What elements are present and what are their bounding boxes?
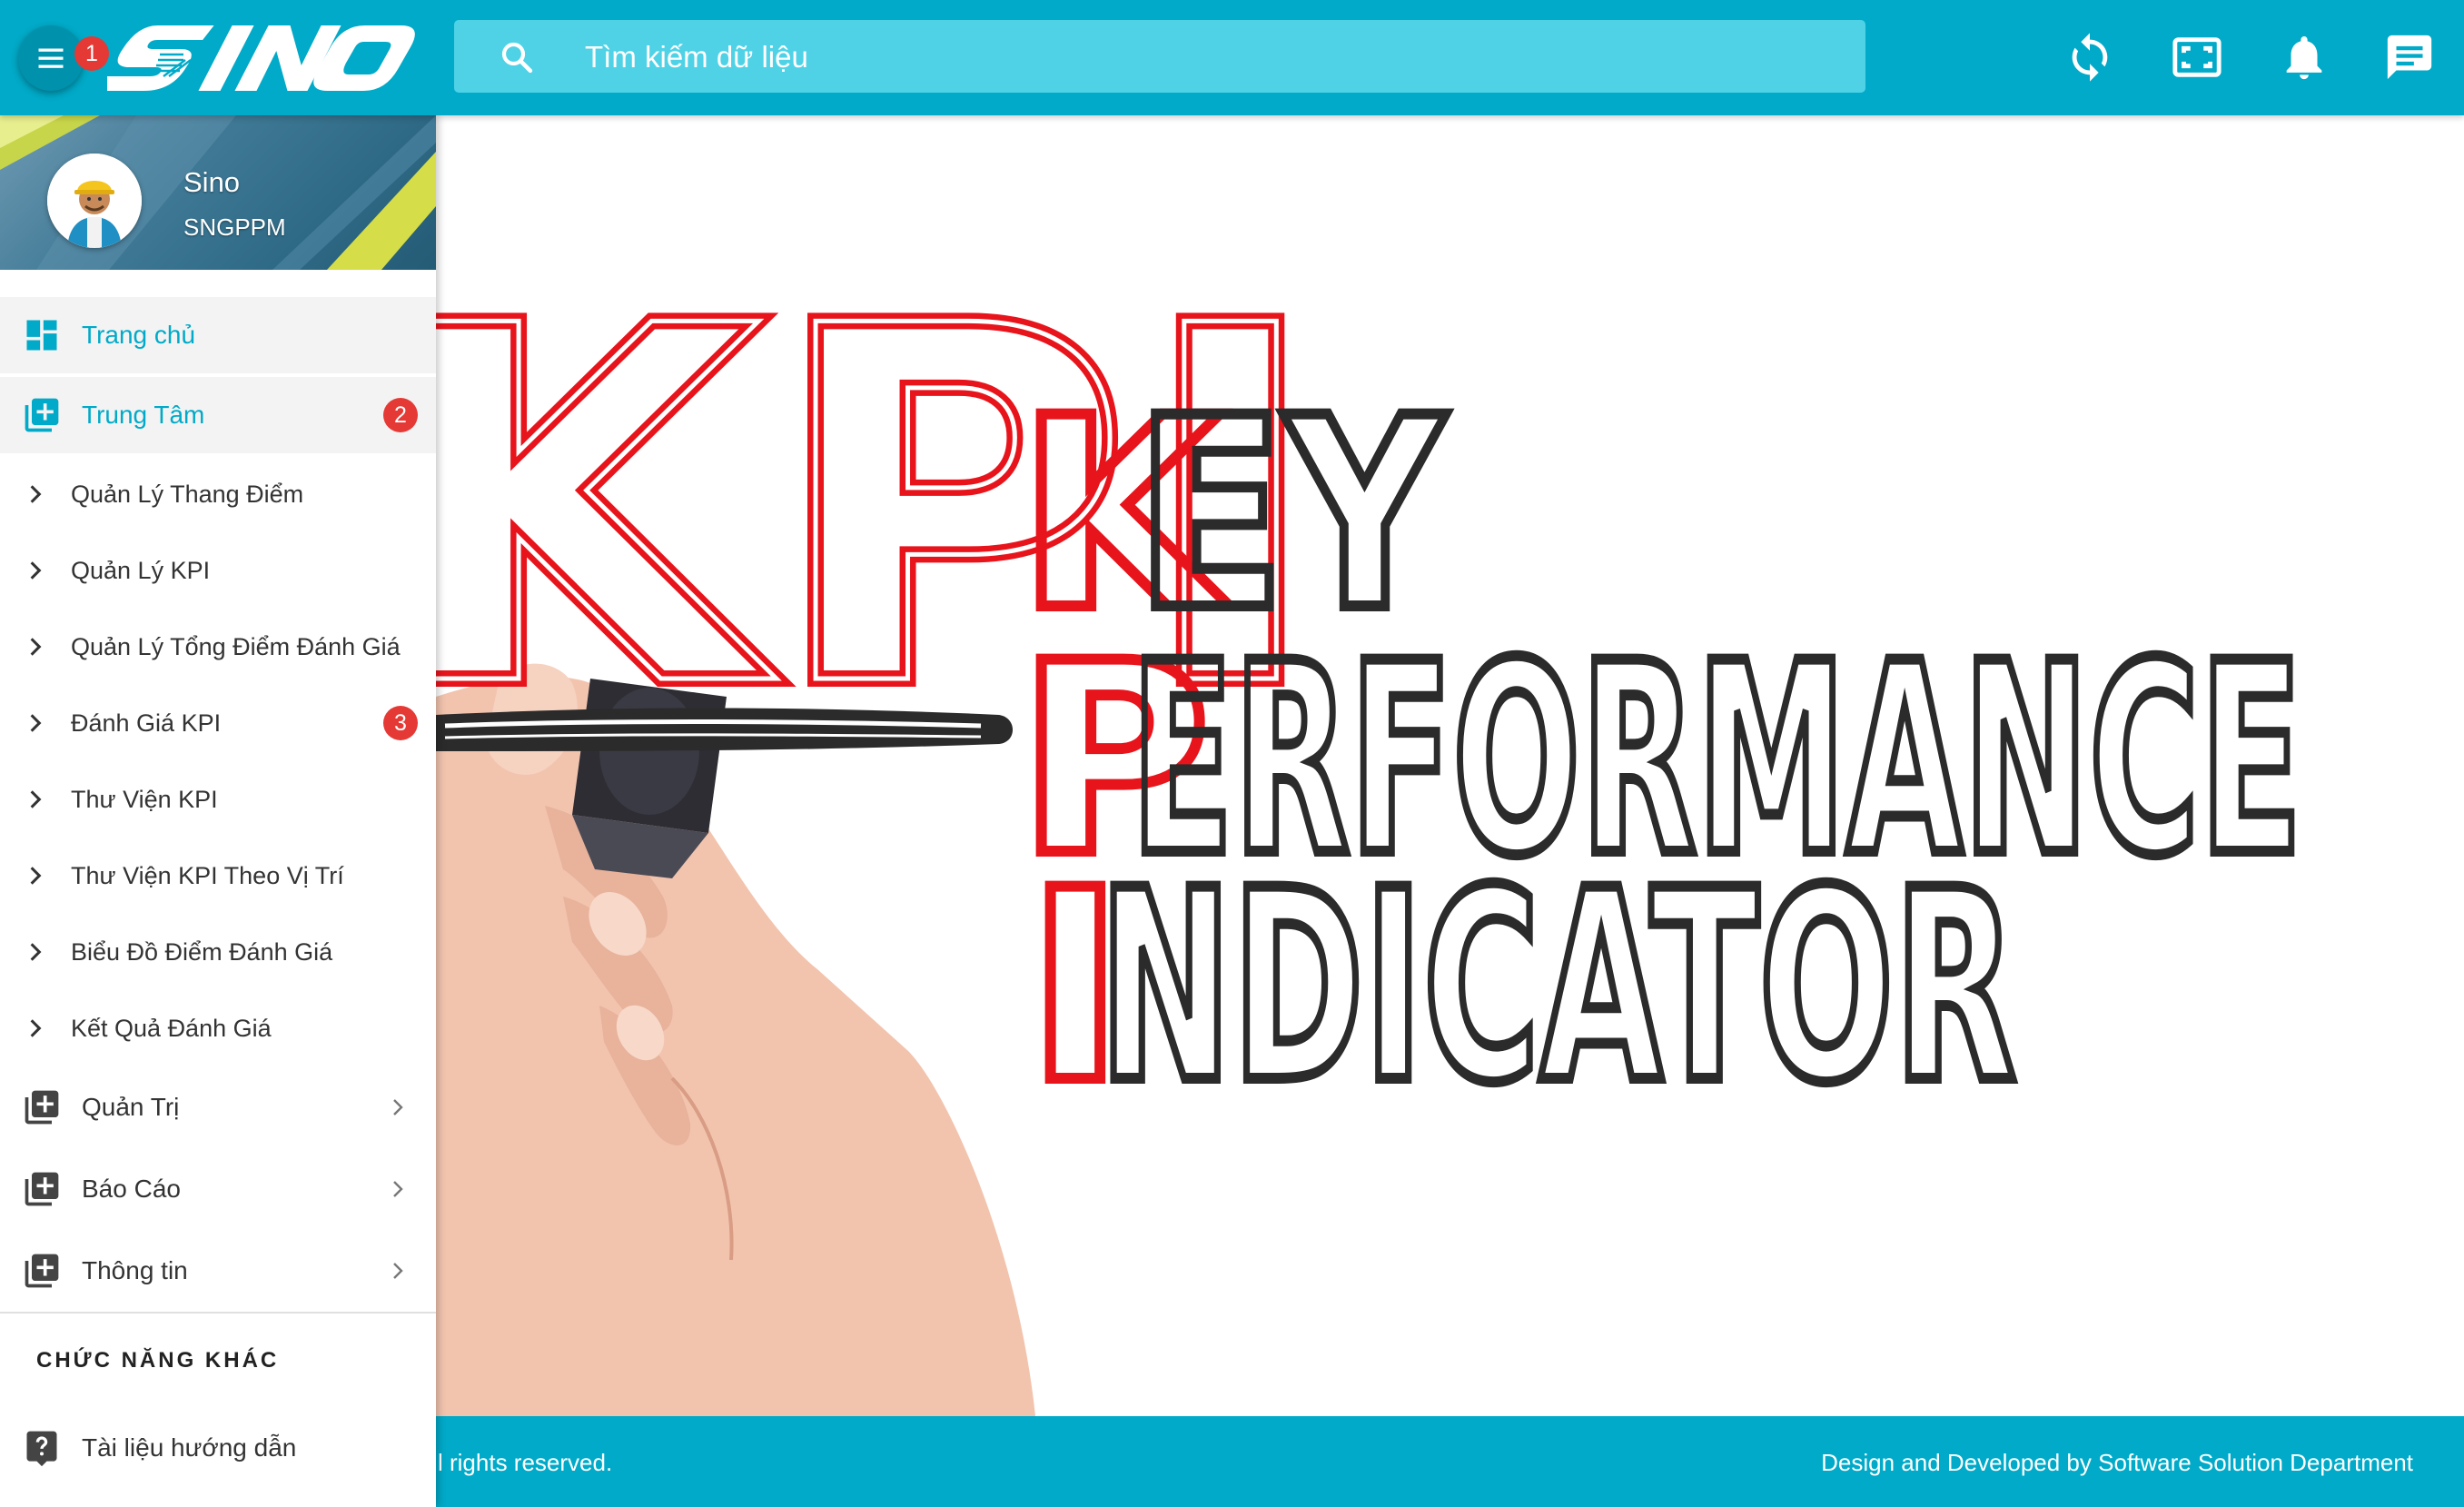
nav-subitem-score-scale[interactable]: Quản Lý Thang Điểm — [0, 456, 436, 532]
nav-subitem-label: Quản Lý KPI — [71, 556, 211, 584]
worker-avatar-icon — [47, 154, 142, 248]
nav-subitem-kpi-library[interactable]: Thư Viện KPI — [0, 761, 436, 838]
library-add-icon — [25, 1254, 59, 1288]
top-app-bar: 1 — [0, 0, 2464, 115]
nav-subitem-label: Thư Viện KPI — [71, 785, 218, 813]
menu-toggle-button[interactable] — [18, 25, 84, 91]
key-rest: EY — [1135, 362, 1446, 669]
nav-subitem-label: Quản Lý Thang Điểm — [71, 480, 304, 508]
chevron-right-icon — [30, 485, 42, 503]
nav-group-label: Thông tin — [82, 1256, 188, 1284]
sidebar: Sino SNGPPM Trang chủ Trung Tâm 2 Quản L… — [0, 115, 436, 1507]
nav-subitem-label: Kết Quả Đánh Giá — [71, 1014, 272, 1042]
menu-notification-badge: 1 — [74, 36, 109, 71]
nav-item-user-guide[interactable]: Tài liệu hướng dẫn — [0, 1407, 436, 1489]
search-input[interactable] — [583, 20, 1840, 94]
indicator-initial: I — [1026, 835, 1124, 1141]
kpi-illustration: KPI KPI K EY P ERFORMANCE I NDICATOR — [436, 216, 2308, 1416]
nav-subitem-evaluation-results[interactable]: Kết Quả Đánh Giá — [0, 990, 436, 1066]
chevron-right-icon — [30, 790, 42, 808]
user-avatar[interactable] — [47, 154, 142, 248]
nav-subitem-label: Thư Viện KPI Theo Vị Trí — [71, 861, 344, 889]
nav-group-information[interactable]: Thông tin — [0, 1230, 436, 1312]
fullscreen-icon — [2172, 37, 2222, 77]
nav-subitem-label: Quản Lý Tổng Điểm Đánh Giá — [71, 632, 401, 660]
nav-item-home-label: Trang chủ — [82, 321, 196, 349]
refresh-button[interactable] — [2063, 31, 2116, 84]
chevron-right-icon — [30, 867, 42, 885]
key-initial: K — [1017, 362, 1232, 669]
kpi-hero-banner: KPI KPI K EY P ERFORMANCE I NDICATOR — [436, 115, 2464, 1416]
svg-text:KPI: KPI — [436, 224, 1331, 795]
nav-subitem-total-score[interactable]: Quản Lý Tổng Điểm Đánh Giá — [0, 609, 436, 685]
center-count-badge: 2 — [383, 398, 418, 432]
library-add-icon — [25, 1172, 59, 1206]
nav-subitem-score-chart[interactable]: Biểu Đồ Điểm Đánh Giá — [0, 914, 436, 990]
nav-group-label: Báo Cáo — [82, 1175, 181, 1203]
chevron-right-icon — [393, 1263, 403, 1279]
indicator-rest: NDICATOR — [1099, 835, 2016, 1141]
nav-group-label: Quản Trị — [82, 1093, 180, 1121]
nav-item-user-guide-label: Tài liệu hướng dẫn — [82, 1433, 297, 1462]
library-add-icon — [25, 398, 59, 432]
dashboard-icon — [26, 320, 57, 351]
chevron-right-icon — [30, 943, 42, 961]
chevron-right-icon — [30, 714, 42, 732]
evaluation-count-badge: 3 — [383, 706, 418, 740]
chevron-right-icon — [30, 638, 42, 656]
user-org: SNGPPM — [183, 213, 286, 241]
sync-icon — [2072, 33, 2108, 82]
copyright-text: l rights reserved. — [438, 1449, 613, 1476]
nav-item-center[interactable]: Trung Tâm 2 — [0, 377, 436, 453]
search-bar — [454, 20, 1865, 94]
performance-initial: P — [1017, 608, 1211, 914]
help-icon — [26, 1431, 57, 1467]
kpi-large-text: KPI — [436, 224, 1331, 795]
search-icon[interactable] — [498, 38, 536, 76]
bell-icon — [2286, 36, 2322, 80]
nav-subitem-kpi-evaluation[interactable]: Đánh Giá KPI 3 — [0, 685, 436, 761]
nav-subitem-label: Đánh Giá KPI — [71, 709, 222, 737]
library-add-icon — [25, 1090, 59, 1125]
hamburger-icon — [38, 48, 64, 68]
nav-item-center-label: Trung Tâm — [82, 401, 205, 429]
user-name: Sino — [183, 166, 241, 198]
sino-logo[interactable] — [107, 20, 425, 96]
messages-button[interactable] — [2383, 31, 2436, 84]
credit-department-link[interactable]: Software Solution Department — [2098, 1449, 2413, 1476]
nav-subitem-label: Biểu Đồ Điểm Đánh Giá — [71, 937, 333, 966]
chevron-right-icon — [30, 1019, 42, 1037]
chat-icon — [2387, 35, 2432, 80]
credit-prefix: Design and Developed by — [1821, 1449, 2092, 1476]
performance-rest: ERFORMANCE — [1131, 608, 2302, 914]
sidebar-divider — [0, 1312, 436, 1314]
chevron-right-icon — [393, 1181, 403, 1197]
credit-text: Design and Developed by Software Solutio… — [1821, 1449, 2413, 1477]
chevron-right-icon — [393, 1099, 403, 1115]
nav-group-admin[interactable]: Quản Trị — [0, 1066, 436, 1148]
user-profile-card: Sino SNGPPM — [0, 115, 436, 270]
notifications-button[interactable] — [2278, 31, 2330, 84]
chevron-right-icon — [30, 561, 42, 580]
fullscreen-button[interactable] — [2171, 31, 2223, 84]
nav-group-reports[interactable]: Báo Cáo — [0, 1148, 436, 1230]
nav-subitem-kpi-library-by-position[interactable]: Thư Viện KPI Theo Vị Trí — [0, 838, 436, 914]
nav-subitem-kpi-management[interactable]: Quản Lý KPI — [0, 532, 436, 609]
other-functions-heading: CHỨC NĂNG KHÁC — [36, 1348, 280, 1373]
nav-item-home[interactable]: Trang chủ — [0, 297, 436, 373]
